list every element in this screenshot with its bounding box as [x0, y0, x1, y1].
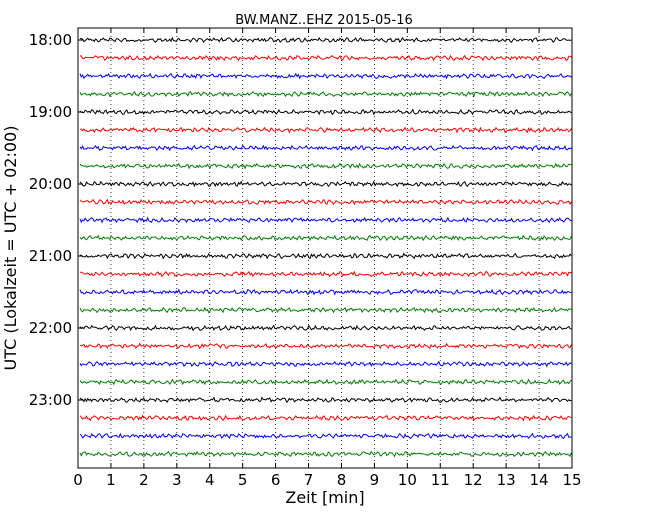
seismic-traces [79, 36, 572, 458]
trace-line [79, 216, 572, 224]
x-tick-label: 15 [562, 471, 581, 489]
x-tick-label: 9 [370, 471, 380, 489]
x-tick-label: 13 [497, 471, 516, 489]
trace-line [79, 144, 572, 152]
y-tick-label: 19:00 [29, 103, 72, 121]
x-tick-label: 6 [271, 471, 281, 489]
x-tick-label: 14 [530, 471, 549, 489]
trace-line [79, 432, 572, 440]
trace-line [79, 252, 572, 260]
y-tick-label: 18:00 [29, 31, 72, 49]
x-tick-label: 11 [431, 471, 450, 489]
trace-line [79, 396, 572, 404]
y-tick-label: 20:00 [29, 175, 72, 193]
trace-line [79, 306, 572, 314]
trace-line [79, 360, 572, 368]
trace-line [79, 450, 572, 458]
y-axis-ticks: 18:00 19:00 20:00 21:00 22:00 23:00 [29, 31, 83, 409]
trace-line [79, 234, 572, 242]
y-tick-label: 21:00 [29, 247, 72, 265]
x-gridlines [110, 28, 540, 468]
x-tick-label: 3 [172, 471, 182, 489]
trace-line [79, 90, 572, 98]
x-axis-ticks: 0 1 2 3 4 5 6 7 8 9 10 11 12 13 14 15 [73, 28, 582, 489]
x-tick-label: 1 [106, 471, 116, 489]
y-tick-label: 22:00 [29, 319, 72, 337]
x-tick-label: 7 [304, 471, 314, 489]
x-tick-label: 8 [337, 471, 347, 489]
x-tick-label: 4 [205, 471, 215, 489]
x-tick-label: 0 [73, 471, 83, 489]
trace-line [79, 342, 572, 350]
x-axis-label: Zeit [min] [285, 488, 364, 507]
trace-line [79, 270, 572, 278]
trace-line [79, 198, 572, 206]
trace-line [79, 72, 572, 80]
trace-line [79, 288, 572, 296]
x-tick-label: 5 [238, 471, 248, 489]
plot-frame [77, 27, 573, 469]
trace-line [80, 54, 572, 62]
trace-line [79, 180, 572, 188]
x-tick-label: 12 [464, 471, 483, 489]
trace-line [79, 36, 572, 44]
trace-line [79, 126, 572, 134]
trace-line [79, 414, 572, 422]
x-tick-label: 2 [139, 471, 149, 489]
chart-title: BW.MANZ..EHZ 2015-05-16 [235, 13, 413, 28]
trace-line [79, 108, 572, 116]
y-axis-label: UTC (Lokalzeit = UTC + 02:00) [1, 126, 20, 371]
trace-line [79, 378, 572, 386]
trace-line [79, 324, 572, 332]
x-tick-label: 10 [398, 471, 417, 489]
trace-line [79, 162, 572, 170]
y-tick-label: 23:00 [29, 391, 72, 409]
